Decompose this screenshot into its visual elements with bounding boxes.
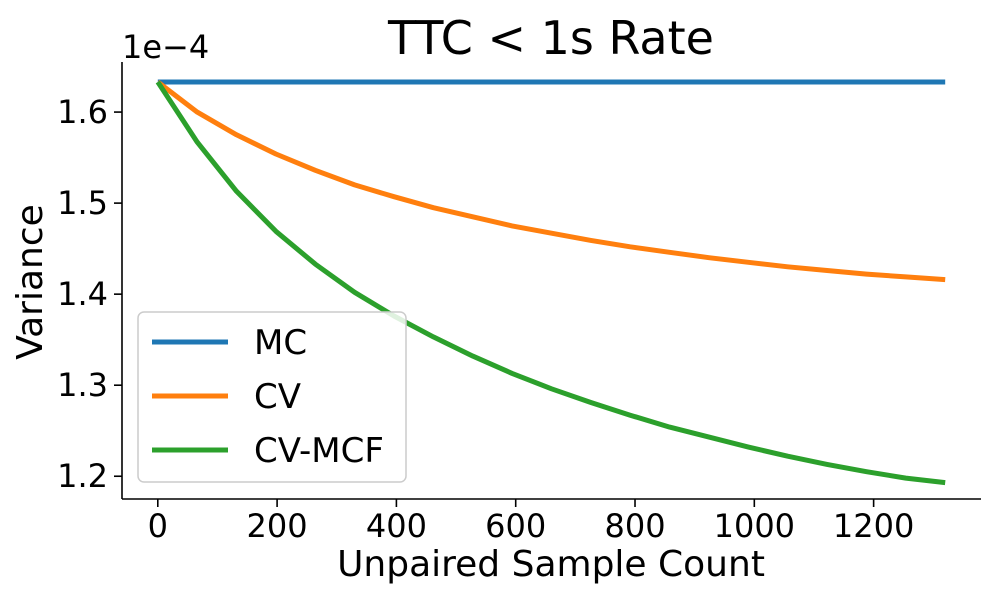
- legend: MC CV CV-MCF: [137, 311, 407, 483]
- y-ticks: 1.2 1.3 1.4 1.5 1.6: [57, 93, 122, 495]
- x-tick-label: 600: [485, 507, 546, 545]
- legend-frame: [137, 311, 407, 483]
- series-lines: [155, 79, 946, 486]
- y-tick-label: 1.6: [57, 93, 108, 131]
- legend-items: MC CV CV-MCF: [152, 323, 384, 471]
- x-tick-label: 1200: [833, 507, 914, 545]
- x-tick-label: 800: [604, 507, 665, 545]
- x-tick-label: 0: [148, 507, 168, 545]
- y-tick-label: 1.4: [57, 275, 108, 313]
- series-line-cv-mcf: [155, 80, 946, 486]
- legend-label-cv: CV: [254, 377, 301, 417]
- chart-title: TTC < 1s Rate: [387, 11, 714, 65]
- legend-label-cv-mcf: CV-MCF: [254, 431, 384, 471]
- series-line-cv: [156, 80, 946, 283]
- y-tick-label: 1.5: [57, 184, 108, 222]
- legend-label-mc: MC: [254, 323, 307, 363]
- y-tick-label: 1.2: [57, 457, 108, 495]
- x-tick-label: 1000: [714, 507, 795, 545]
- x-tick-label: 200: [247, 507, 308, 545]
- y-tick-label: 1.3: [57, 366, 108, 404]
- x-tick-label: 400: [366, 507, 427, 545]
- y-offset-label: 1e−4: [122, 28, 209, 66]
- x-axis-label: Unpaired Sample Count: [337, 544, 765, 585]
- y-axis-label: Variance: [10, 204, 51, 360]
- x-ticks: 0 200 400 600 800 1000 1200: [148, 499, 914, 545]
- axes: [121, 62, 981, 500]
